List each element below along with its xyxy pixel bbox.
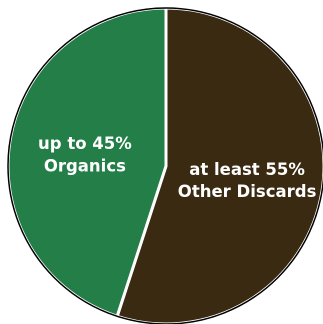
slice-label-line: at least 55% [189, 160, 305, 179]
slice-label-other-discards: at least 55% Other Discards [178, 160, 317, 201]
slice-label-organics: up to 45% Organics [38, 134, 132, 175]
slice-label-line: Organics [44, 156, 126, 175]
slice-label-line: up to 45% [38, 134, 132, 153]
pie-outline [7, 7, 323, 324]
slice-label-line: Other Discards [178, 182, 317, 201]
